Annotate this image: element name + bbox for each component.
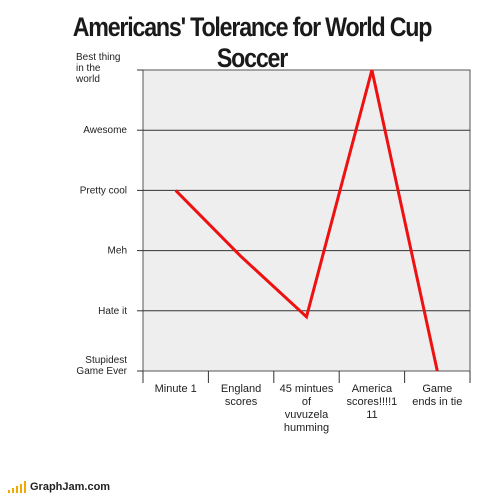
y-tick-label: Pretty cool: [80, 185, 127, 196]
gridlines: [143, 129, 470, 312]
y-tick-label-line: Meh: [108, 246, 127, 257]
series-group: [174, 69, 439, 372]
plot-area: [142, 69, 471, 372]
x-tick-label-line: 45 mintues: [280, 383, 334, 395]
x-tick-label-line: humming: [284, 422, 329, 434]
y-tick-label-line: Awesome: [83, 125, 127, 136]
x-tick-label-line: of: [302, 396, 312, 408]
y-tick-label: Hate it: [98, 306, 127, 317]
y-axis-labels: Stupidest Game Ever Hate it Meh Pretty cool A…: [75, 52, 128, 377]
bar-logo-icon: [8, 481, 26, 493]
x-tick-label-line: ends in tie: [412, 396, 462, 408]
y-tick-label: Meh: [108, 246, 127, 257]
x-tick-label: Minute 1: [155, 383, 197, 395]
site-brand: GraphJam.com: [30, 481, 111, 493]
axis-ticks: [137, 69, 471, 383]
x-tick-label-line: vuvuzela: [285, 409, 329, 421]
y-tick-label-line: in the: [76, 63, 101, 74]
x-tick-label-line: scores!!!!1: [347, 396, 398, 408]
footer-logo: GraphJam.com: [8, 481, 110, 493]
x-tick-label-line: America: [352, 383, 393, 395]
x-tick-label: America scores!!!!1 11: [347, 383, 398, 421]
y-tick-label: Stupidest Game Ever: [76, 355, 127, 377]
x-tick-label: England scores: [221, 383, 261, 408]
y-tick-label-line: Best thing: [76, 52, 120, 63]
x-axis-labels: Minute 1 England scores 45 mintues of vuvuzel…: [155, 383, 463, 434]
y-tick-label: Awesome: [83, 125, 127, 136]
x-tick-label-line: Game: [422, 383, 452, 395]
x-tick-label: Game ends in tie: [412, 383, 462, 408]
x-tick-label-line: England: [221, 383, 261, 395]
x-tick-label-line: scores: [225, 396, 258, 408]
x-tick-label-line: Minute 1: [155, 383, 197, 395]
y-tick-label-line: world: [75, 74, 100, 85]
y-tick-label: Best thing in the world: [75, 52, 120, 85]
y-tick-label-line: Hate it: [98, 306, 127, 317]
series-line: [174, 69, 439, 372]
y-tick-label-line: Stupidest: [85, 355, 127, 366]
x-tick-label: 45 mintues of vuvuzela humming: [280, 383, 334, 434]
chart-title: Americans' Tolerance for World Cup Socce…: [72, 12, 433, 73]
y-tick-label-line: Game Ever: [76, 366, 127, 377]
y-tick-label-line: Pretty cool: [80, 185, 127, 196]
x-tick-label-line: 11: [366, 409, 377, 421]
